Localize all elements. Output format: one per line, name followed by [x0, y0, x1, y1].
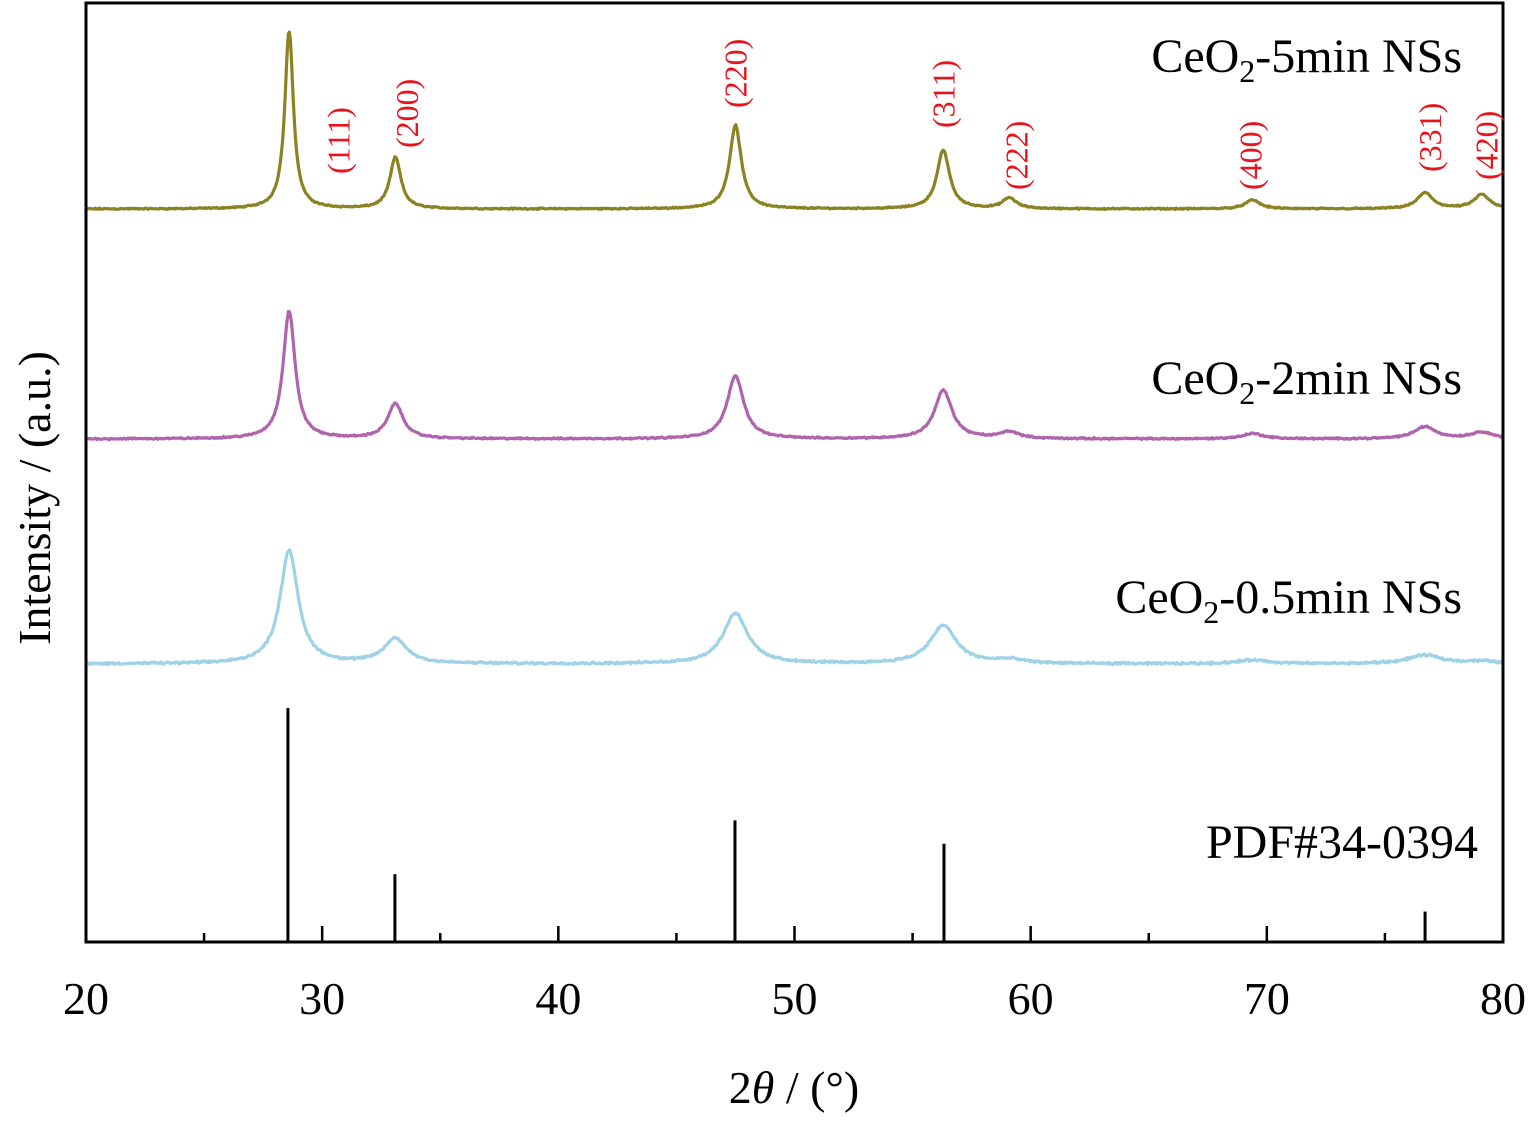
x-tick-label: 50 [772, 973, 818, 1024]
x-axis-title: 2θ / (°) [729, 1062, 859, 1113]
plot-frame [84, 1, 1505, 944]
x-tick-label: 40 [535, 973, 581, 1024]
x-axis-ticks [84, 926, 1505, 942]
hkl-labels-layer: (111) (200) (220) (311) (222) (400) (331) (420) [321, 39, 1505, 190]
x-tick-label: 80 [1480, 973, 1526, 1024]
hkl-label: (420) [1469, 111, 1505, 180]
reference-label: PDF#34-0394 [1206, 816, 1478, 869]
x-tick-label: 60 [1008, 973, 1054, 1024]
x-tick-label: 20 [63, 973, 109, 1024]
traces-layer [84, 30, 1505, 667]
series-2min-line [85, 310, 1504, 442]
hkl-label: (222) [999, 121, 1035, 190]
hkl-label: (311) [925, 60, 961, 128]
series-label-05min: CeO2-0.5min NSs [1115, 571, 1462, 630]
x-tick-label: 30 [299, 973, 345, 1024]
series-5min-line [85, 30, 1504, 212]
series-label-5min: CeO2-5min NSs [1151, 30, 1462, 89]
hkl-label: (200) [389, 79, 425, 148]
series-05min-line [84, 548, 1505, 667]
hkl-label: (220) [718, 39, 754, 108]
x-tick-label: 70 [1244, 973, 1290, 1024]
y-axis-title: Intensity / (a.u.) [9, 351, 60, 645]
hkl-label: (331) [1412, 103, 1448, 172]
hkl-label: (111) [321, 107, 357, 174]
x-axis-tick-labels: 20 30 40 50 60 70 80 [63, 973, 1526, 1024]
reference-layer [286, 708, 1427, 942]
hkl-label: (400) [1232, 121, 1268, 190]
series-label-2min: CeO2-2min NSs [1151, 352, 1462, 411]
